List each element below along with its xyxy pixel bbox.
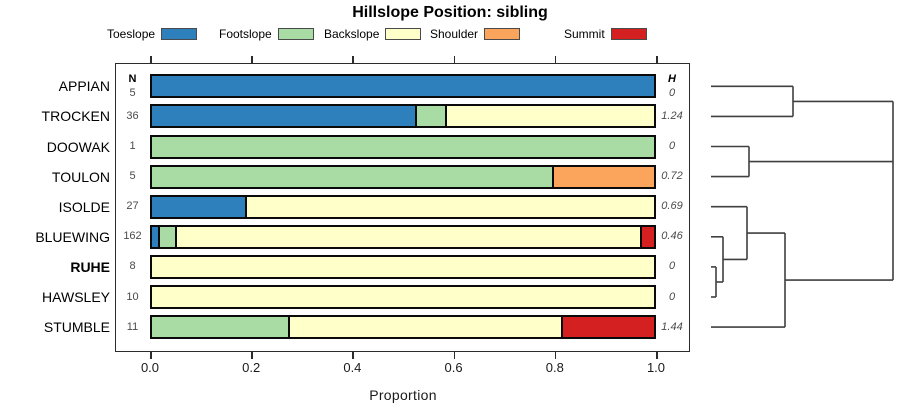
row-label-appian: APPIAN [58,78,110,95]
row-label-bluewing: BLUEWING [35,228,110,245]
x-axis-top-tick [352,56,354,63]
row-label-trocken: TROCKEN [41,108,110,125]
bar-segment-toeslope [152,106,415,127]
bar-segment-backslope [152,256,654,277]
legend-label: Footslope [219,27,272,41]
x-axis-tick-label: 0.2 [242,360,261,375]
bar-isolde [150,194,656,219]
x-axis-tick-label: 0.6 [444,360,463,375]
bar-segment-backslope [444,106,654,127]
bar-segment-backslope [152,287,654,307]
bar-doowak [150,134,656,159]
bar-segment-summit [561,317,654,338]
x-axis-top-tick [251,56,253,63]
legend-label: Toeslope [107,27,156,41]
legend-label: Summit [564,27,605,41]
bar-hawsley [150,285,656,309]
bar-segment-backslope [287,317,562,338]
legend-swatch [161,28,198,40]
bar-toulon [150,164,656,189]
x-axis-tick [150,352,152,359]
legend-item-shoulder: Shoulder [430,27,521,41]
bar-segment-backslope [244,196,654,217]
bar-appian [150,74,656,99]
chart-title: Hillslope Position: sibling [352,4,548,21]
legend-swatch [484,28,521,40]
h-value: 0 [668,290,676,303]
x-axis-top-tick [453,56,456,63]
n-column-header: N [128,72,137,85]
x-axis-tick [656,352,658,359]
x-axis-tick [453,352,456,359]
bar-segment-footslope [152,166,552,187]
bar-segment-footslope [414,106,445,127]
bar-segment-footslope [152,317,288,338]
x-axis-tick [251,352,253,359]
x-axis-tick-label: 0.4 [343,360,362,375]
x-axis-top-tick [656,56,658,63]
h-value: 0 [668,86,676,99]
bar-segment-shoulder [552,166,654,187]
n-value: 11 [126,320,139,333]
legend-swatch [610,28,647,40]
h-value: 0.72 [661,170,683,183]
bar-segment-toeslope [152,76,654,97]
h-value: 1.44 [661,320,683,333]
n-value: 36 [126,109,139,122]
row-label-stumble: STUMBLE [43,319,110,336]
bar-segment-summit [639,226,654,247]
bar-segment-toeslope [152,196,245,217]
x-axis-tick [352,352,354,359]
row-label-hawsley: HAWSLEY [42,289,110,305]
x-axis-top-tick [554,56,557,63]
legend-label: Backslope [324,27,380,41]
x-axis-top-tick [150,56,152,63]
bar-stumble [150,315,656,340]
x-axis-title: Proportion [369,387,437,403]
n-value: 8 [129,260,136,273]
x-axis-tick-label: 0.8 [545,360,564,375]
n-value: 1 [129,140,136,152]
h-value: 0 [668,260,676,273]
row-label-ruhe: RUHE [70,258,110,275]
bar-segment-footslope [152,136,654,157]
h-value: 0 [668,140,676,152]
h-value: 1.24 [661,109,683,122]
x-axis-tick [554,352,557,359]
h-column-header: H [668,72,676,85]
x-axis-tick-label: 1.0 [646,360,666,375]
bar-bluewing [150,224,656,249]
bar-segment-footslope [157,226,176,247]
row-label-toulon: TOULON [51,168,110,185]
legend-item-toeslope: Toeslope [107,27,198,41]
h-value: 0.69 [661,200,683,213]
n-value: 27 [126,200,139,213]
h-value: 0.46 [661,230,683,243]
n-value: 162 [123,230,142,243]
n-value: 5 [129,86,136,99]
legend-item-summit: Summit [564,27,647,41]
bar-ruhe [150,254,656,279]
row-label-isolde: ISOLDE [58,198,110,215]
row-label-doowak: DOOWAK [46,138,110,155]
legend-item-footslope: Footslope [219,27,314,41]
n-value: 10 [126,290,139,303]
bar-segment-toeslope [152,226,158,247]
x-axis-tick-label: 0.0 [140,360,160,375]
legend-item-backslope: Backslope [324,27,422,41]
legend-swatch [277,28,314,40]
bar-segment-backslope [175,226,640,247]
legend-swatch [385,28,422,40]
bar-trocken [150,104,656,129]
legend-label: Shoulder [430,27,479,41]
n-value: 5 [129,170,136,183]
